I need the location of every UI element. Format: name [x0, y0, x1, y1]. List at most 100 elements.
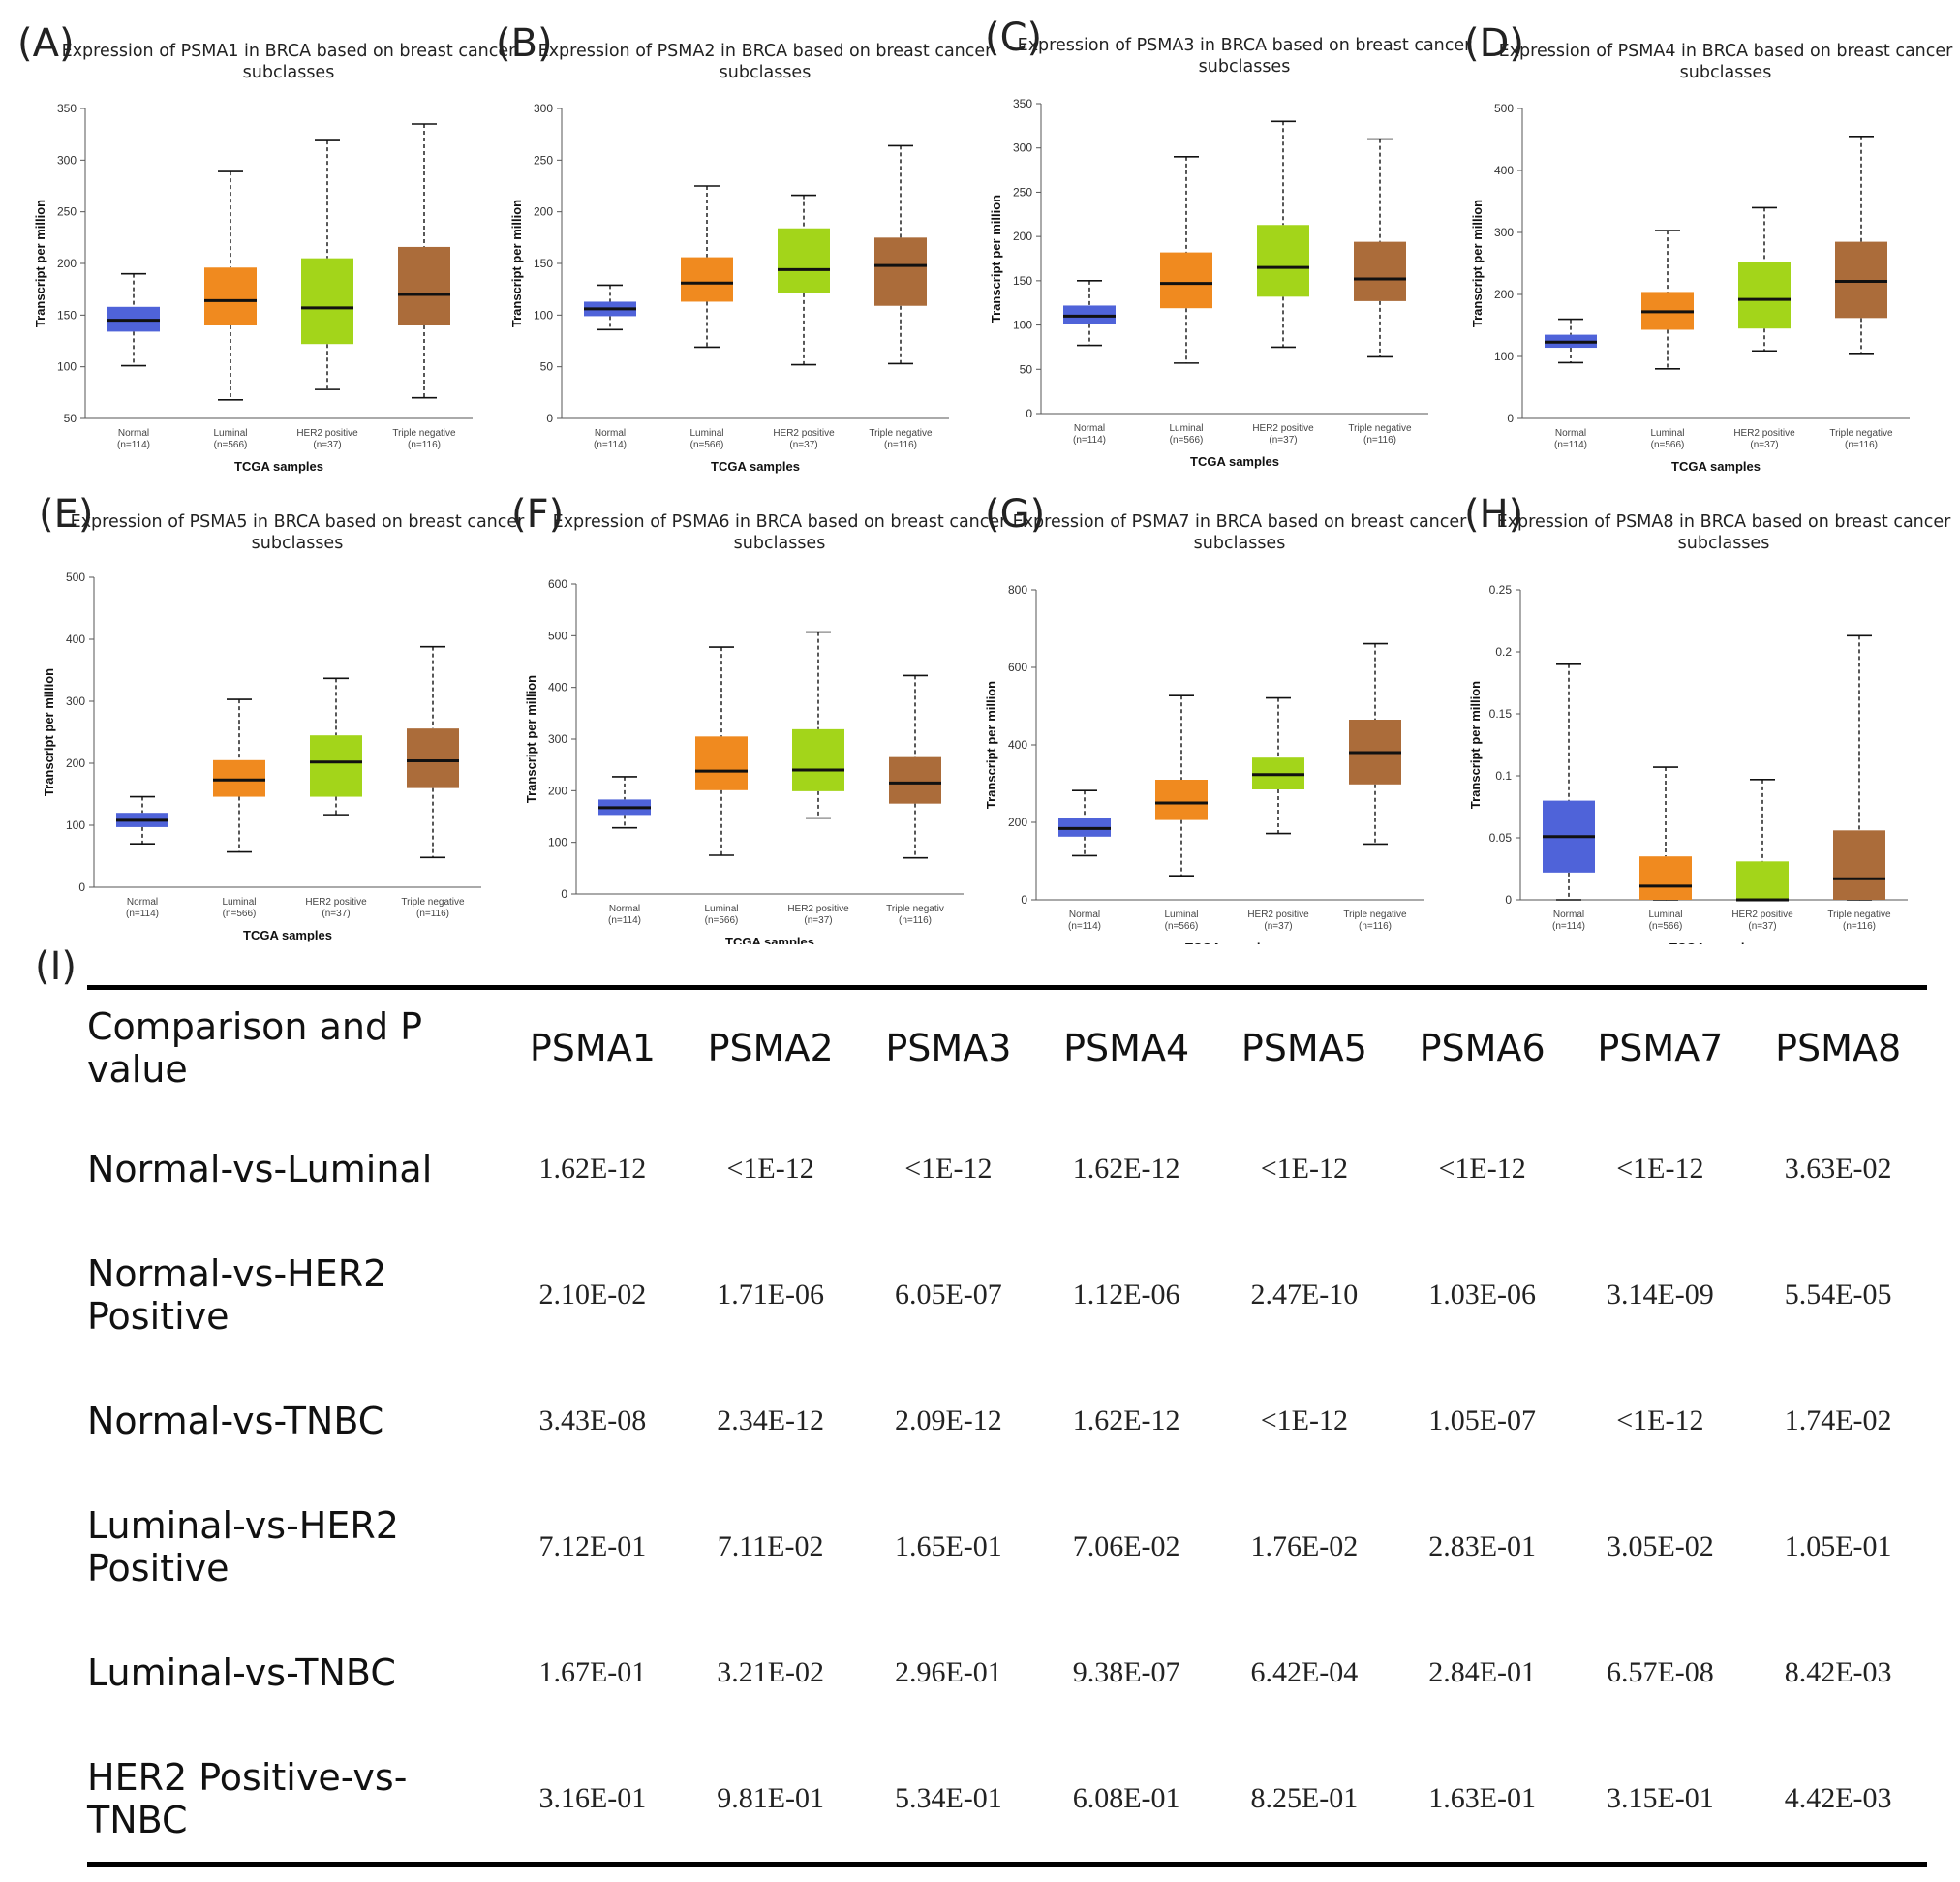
category-label: HER2 positive — [305, 897, 367, 908]
category-count: (n=566) — [690, 440, 724, 450]
box-4 — [874, 237, 927, 306]
chart-panel-3: (C)Expression of PSMA3 in BRCA based on … — [985, 15, 1472, 469]
y-tick-label: 150 — [1013, 274, 1032, 288]
pvalue-cell: 8.42E-03 — [1784, 1656, 1892, 1688]
pvalue-cell: 2.10E-02 — [538, 1279, 647, 1311]
panel-letter: (B) — [496, 21, 553, 66]
category-count: (n=114) — [1068, 921, 1101, 932]
comparison-label: Normal-vs-Luminal — [87, 1148, 433, 1190]
pvalue-cell: 5.34E-01 — [894, 1782, 1002, 1814]
category-label: Luminal — [689, 428, 723, 439]
box-4 — [1835, 241, 1887, 319]
y-axis-label: Transcript per million — [524, 675, 538, 803]
panel-letter-i: (I) — [35, 944, 77, 989]
header-psma7: PSMA7 — [1597, 1027, 1724, 1069]
box-2 — [681, 257, 733, 302]
category-label: HER2 positive — [1731, 910, 1793, 920]
y-tick-label: 0 — [78, 880, 85, 894]
boxplot-figure: (A)Expression of PSMA1 in BRCA based on … — [17, 15, 1953, 944]
category-count: (n=116) — [416, 909, 449, 919]
category-count: (n=37) — [804, 915, 832, 926]
pvalue-cell: 7.12E-01 — [538, 1530, 647, 1562]
table-row: Normal-vs-Luminal 1.62E-12 <1E-12 <1E-12 1.6… — [87, 1106, 1927, 1232]
y-tick-label: 0.05 — [1489, 831, 1513, 845]
y-tick-label: 800 — [1008, 583, 1027, 597]
y-tick-label: 0 — [546, 412, 553, 425]
box-3 — [310, 735, 362, 797]
chart-panel-4: (D)Expression of PSMA4 in BRCA based on … — [1464, 21, 1953, 474]
y-tick-label: 50 — [540, 360, 554, 374]
pvalue-cell: 4.42E-03 — [1784, 1782, 1892, 1814]
box-2 — [1160, 252, 1212, 309]
pvalue-cell: 1.74E-02 — [1784, 1404, 1892, 1436]
y-tick-label: 200 — [1494, 288, 1514, 301]
chart-panel-8: (H)Expression of PSMA8 in BRCA based on … — [1464, 492, 1951, 944]
pvalue-cell: 3.16E-01 — [538, 1782, 647, 1814]
chart-title-line2: subclasses — [1680, 63, 1772, 82]
category-label: HER2 positive — [773, 428, 835, 439]
category-count: (n=116) — [408, 440, 441, 450]
pvalue-cell: 6.08E-01 — [1072, 1782, 1180, 1814]
box-2 — [1639, 856, 1692, 900]
panel-letter: (E) — [39, 492, 93, 537]
y-tick-label: 50 — [64, 412, 77, 425]
comparison-label: HER2 Positive-vs-TNBC — [87, 1756, 408, 1841]
pvalue-cell: 6.42E-04 — [1250, 1656, 1359, 1688]
chart-title: Expression of PSMA4 in BRCA based on bre… — [1499, 42, 1954, 61]
box-4 — [398, 246, 450, 325]
y-tick-label: 200 — [534, 205, 553, 219]
category-label: Luminal — [1650, 428, 1684, 439]
y-tick-label: 200 — [1013, 230, 1032, 243]
category-count: (n=114) — [1554, 440, 1587, 450]
category-label: Luminal — [222, 897, 256, 908]
category-count: (n=116) — [884, 440, 917, 450]
chart-panel-6: (F)Expression of PSMA6 in BRCA based on … — [511, 492, 1007, 944]
pvalue-cell: 9.81E-01 — [717, 1782, 825, 1814]
category-count: (n=116) — [899, 915, 932, 926]
chart-title: Expression of PSMA2 in BRCA based on bre… — [538, 42, 994, 61]
header-comparison: Comparison and P value — [87, 1005, 423, 1091]
category-count: (n=566) — [705, 915, 739, 926]
pvalue-cell: 1.03E-06 — [1428, 1279, 1537, 1311]
category-count: (n=566) — [1649, 921, 1683, 932]
y-tick-label: 350 — [57, 102, 77, 115]
chart-title: Expression of PSMA1 in BRCA based on bre… — [62, 42, 517, 61]
chart-title-line2: subclasses — [734, 534, 826, 553]
box-3 — [778, 228, 830, 293]
table-row: HER2 Positive-vs-TNBC 3.16E-01 9.81E-01 5.3… — [87, 1736, 1927, 1865]
pvalue-cell: 1.76E-02 — [1250, 1530, 1359, 1562]
x-axis-label: TCGA samples — [243, 928, 332, 942]
x-axis-label: TCGA samples — [711, 459, 800, 474]
pvalue-cell: <1E-12 — [1260, 1404, 1348, 1436]
y-tick-label: 100 — [548, 836, 567, 849]
y-tick-label: 0.25 — [1489, 583, 1513, 597]
y-axis-label: Transcript per million — [42, 668, 56, 796]
pvalue-cell: <1E-12 — [904, 1153, 993, 1185]
panel-letter: (G) — [985, 492, 1045, 537]
pvalue-cell: 1.62E-12 — [1072, 1153, 1180, 1185]
category-label: Normal — [127, 897, 158, 908]
category-label: Triple negative — [1348, 423, 1412, 434]
y-axis-label: Transcript per million — [33, 200, 47, 327]
chart-title: Expression of PSMA5 in BRCA based on bre… — [71, 512, 526, 532]
box-2 — [213, 759, 265, 797]
y-tick-label: 300 — [57, 153, 77, 167]
box-4 — [889, 756, 941, 804]
category-label: HER2 positive — [787, 904, 849, 914]
pvalue-cell: 1.71E-06 — [717, 1279, 825, 1311]
panel-letter: (H) — [1464, 492, 1523, 537]
y-tick-label: 400 — [548, 681, 567, 694]
x-axis-label: TCGA samples — [1185, 941, 1274, 944]
y-tick-label: 200 — [66, 756, 85, 770]
box-3 — [1738, 262, 1791, 329]
pvalue-cell: 2.96E-01 — [894, 1656, 1002, 1688]
pvalue-cell: 2.47E-10 — [1250, 1279, 1359, 1311]
category-label: Triple negative — [1827, 910, 1891, 920]
chart-title-line2: subclasses — [252, 534, 344, 553]
y-tick-label: 150 — [534, 257, 553, 270]
category-count: (n=566) — [1651, 440, 1685, 450]
y-tick-label: 300 — [548, 732, 567, 746]
y-axis-label: Transcript per million — [1468, 681, 1483, 809]
y-tick-label: 600 — [1008, 661, 1027, 674]
pvalue-cell: 1.12E-06 — [1072, 1279, 1180, 1311]
